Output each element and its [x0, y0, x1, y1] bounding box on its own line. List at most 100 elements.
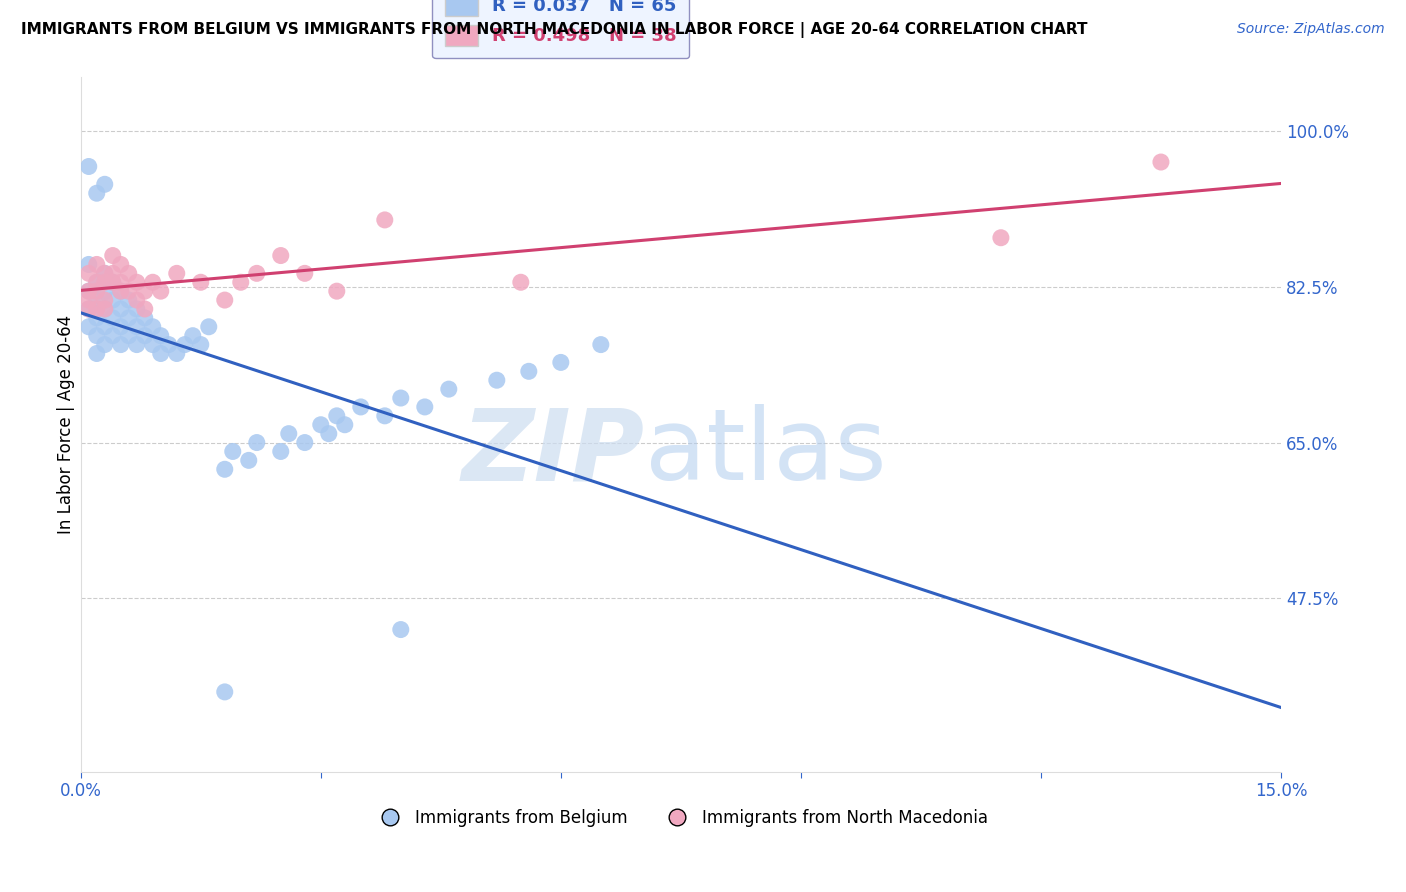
Point — [86, 310, 108, 325]
Point — [77, 266, 100, 280]
Point — [77, 319, 100, 334]
Point — [77, 293, 100, 307]
Point — [86, 301, 108, 316]
Point — [142, 275, 165, 289]
Point — [101, 328, 124, 343]
Point — [589, 337, 612, 351]
Point — [77, 257, 100, 271]
Point — [86, 328, 108, 343]
Point — [93, 301, 115, 316]
Point — [389, 391, 412, 405]
Point — [326, 409, 349, 423]
Point — [149, 328, 172, 343]
Point — [149, 284, 172, 298]
Point — [134, 310, 156, 325]
Point — [125, 293, 148, 307]
Point — [118, 328, 141, 343]
Point — [93, 319, 115, 334]
Point — [125, 275, 148, 289]
Point — [110, 275, 132, 289]
Point — [101, 248, 124, 262]
Point — [374, 213, 396, 227]
Point — [134, 328, 156, 343]
Text: IMMIGRANTS FROM BELGIUM VS IMMIGRANTS FROM NORTH MACEDONIA IN LABOR FORCE | AGE : IMMIGRANTS FROM BELGIUM VS IMMIGRANTS FR… — [21, 22, 1088, 38]
Point — [374, 409, 396, 423]
Point — [110, 284, 132, 298]
Point — [93, 337, 115, 351]
Point — [125, 337, 148, 351]
Point — [197, 319, 219, 334]
Point — [110, 337, 132, 351]
Point — [93, 266, 115, 280]
Point — [110, 301, 132, 316]
Point — [190, 275, 212, 289]
Point — [350, 400, 373, 414]
Point — [318, 426, 340, 441]
Point — [77, 284, 100, 298]
Point — [118, 293, 141, 307]
Point — [509, 275, 531, 289]
Point — [413, 400, 436, 414]
Point — [222, 444, 245, 458]
Point — [326, 284, 349, 298]
Point — [101, 275, 124, 289]
Point — [125, 301, 148, 316]
Point — [93, 178, 115, 192]
Point — [93, 266, 115, 280]
Point — [86, 257, 108, 271]
Point — [517, 364, 540, 378]
Legend: Immigrants from Belgium, Immigrants from North Macedonia: Immigrants from Belgium, Immigrants from… — [367, 802, 995, 833]
Point — [77, 284, 100, 298]
Point — [181, 328, 204, 343]
Point — [157, 337, 180, 351]
Text: atlas: atlas — [645, 404, 886, 501]
Point — [77, 301, 100, 316]
Text: ZIP: ZIP — [461, 404, 645, 501]
Point — [101, 310, 124, 325]
Point — [246, 435, 269, 450]
Point — [142, 319, 165, 334]
Point — [214, 685, 236, 699]
Point — [238, 453, 260, 467]
Point — [86, 346, 108, 360]
Point — [86, 186, 108, 201]
Point — [142, 337, 165, 351]
Point — [93, 275, 115, 289]
Point — [77, 160, 100, 174]
Point — [93, 301, 115, 316]
Point — [270, 444, 292, 458]
Point — [437, 382, 460, 396]
Point — [134, 284, 156, 298]
Point — [86, 275, 108, 289]
Point — [118, 266, 141, 280]
Point — [110, 284, 132, 298]
Point — [309, 417, 332, 432]
Point — [118, 310, 141, 325]
Point — [125, 319, 148, 334]
Point — [118, 284, 141, 298]
Point — [134, 301, 156, 316]
Point — [294, 435, 316, 450]
Point — [93, 293, 115, 307]
Point — [389, 623, 412, 637]
Point — [550, 355, 572, 369]
Point — [166, 266, 188, 280]
Point — [190, 337, 212, 351]
Text: Source: ZipAtlas.com: Source: ZipAtlas.com — [1237, 22, 1385, 37]
Point — [101, 293, 124, 307]
Point — [333, 417, 356, 432]
Point — [101, 275, 124, 289]
Point — [110, 319, 132, 334]
Point — [149, 346, 172, 360]
Point — [229, 275, 252, 289]
Point — [93, 284, 115, 298]
Y-axis label: In Labor Force | Age 20-64: In Labor Force | Age 20-64 — [58, 315, 75, 534]
Point — [86, 293, 108, 307]
Point — [277, 426, 299, 441]
Point — [86, 275, 108, 289]
Point — [214, 293, 236, 307]
Point — [110, 257, 132, 271]
Point — [294, 266, 316, 280]
Point — [77, 301, 100, 316]
Point — [990, 231, 1012, 245]
